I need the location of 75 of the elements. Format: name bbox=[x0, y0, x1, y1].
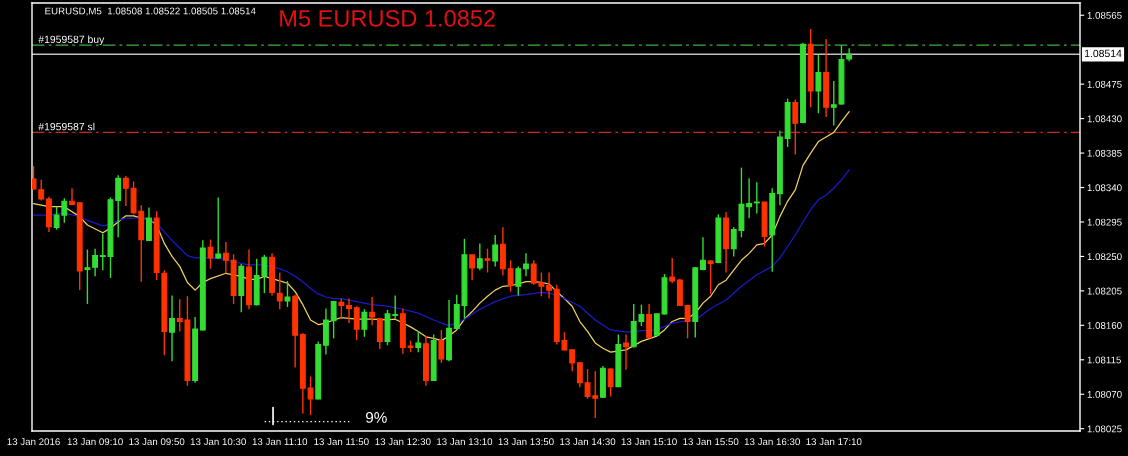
candlestick bbox=[92, 248, 99, 278]
candlestick bbox=[607, 367, 614, 398]
y-tick-label: 1.08025 bbox=[1087, 425, 1122, 433]
candlestick bbox=[507, 259, 514, 293]
candlestick bbox=[469, 254, 476, 281]
candlestick bbox=[276, 271, 283, 310]
x-tick-label: 13 Jan 10:30 bbox=[190, 438, 246, 446]
candlestick bbox=[415, 330, 422, 353]
candlestick bbox=[753, 181, 760, 215]
y-tick-label: 1.08565 bbox=[1087, 11, 1122, 19]
x-tick-label: 13 Jan 14:30 bbox=[560, 438, 616, 446]
chart-title: M5 EURUSD 1.0852 bbox=[280, 10, 495, 27]
x-tick-label: 13 Jan 2016 bbox=[7, 438, 60, 446]
candlestick bbox=[646, 303, 653, 340]
candlestick bbox=[623, 333, 629, 371]
y-tick-label: 1.08070 bbox=[1087, 390, 1122, 398]
y-tick-label: 1.08340 bbox=[1087, 184, 1122, 192]
candlestick bbox=[684, 303, 691, 340]
y-tick-label: 1.08295 bbox=[1087, 218, 1122, 226]
candlestick bbox=[361, 308, 368, 338]
ref-line-label: 1.08514 bbox=[1084, 49, 1122, 58]
candlestick bbox=[369, 296, 376, 327]
y-tick-label: 1.08160 bbox=[1087, 322, 1122, 329]
x-tick-label: 13 Jan 15:50 bbox=[683, 438, 739, 446]
x-tick-label: 13 Jan 09:10 bbox=[67, 438, 123, 446]
x-tick-label: 13 Jan 11:10 bbox=[252, 438, 308, 446]
candlestick bbox=[569, 349, 576, 372]
x-tick-label: 13 Jan 12:30 bbox=[375, 438, 431, 446]
candlestick bbox=[69, 187, 75, 206]
candlestick bbox=[330, 300, 337, 340]
x-tick-label: 13 Jan 13:50 bbox=[498, 438, 554, 446]
x-tick-label: 13 Jan 11:50 bbox=[314, 438, 369, 446]
candlestick bbox=[476, 242, 483, 271]
candlestick bbox=[746, 177, 753, 219]
line-series bbox=[32, 169, 850, 333]
annotation: EURUSD,M5 1.08508 1.08522 1.08505 1.08514 bbox=[45, 7, 256, 16]
candlestick bbox=[222, 241, 229, 274]
candlestick bbox=[492, 234, 499, 268]
y-tick-label: 1.08475 bbox=[1087, 80, 1122, 88]
candlestick bbox=[707, 259, 714, 295]
candlestick bbox=[307, 375, 314, 416]
x-tick-label: 13 Jan 17:10 bbox=[806, 438, 862, 446]
y-tick-label: 1.08250 bbox=[1087, 253, 1122, 261]
candlestick bbox=[84, 248, 91, 305]
y-tick-label: 1.08115 bbox=[1087, 356, 1121, 364]
x-tick-label: 13 Jan 16:30 bbox=[744, 438, 800, 446]
candlestick bbox=[792, 98, 799, 156]
candlestick bbox=[523, 252, 529, 278]
candlestick bbox=[122, 175, 129, 207]
candlestick bbox=[146, 206, 152, 242]
candlestick bbox=[346, 297, 352, 324]
ref-line-label: #1959587 buy bbox=[38, 35, 105, 46]
candlestick bbox=[576, 362, 583, 389]
candlestick bbox=[815, 54, 822, 114]
x-tick-label: 13 Jan 15:10 bbox=[621, 438, 677, 446]
x-tick-label: 13 Jan 09:50 bbox=[129, 438, 185, 446]
candlestick bbox=[284, 280, 291, 308]
candlestick bbox=[515, 265, 522, 297]
candlestick bbox=[376, 316, 383, 350]
candlestick bbox=[438, 329, 445, 364]
ref-line-label: #1959587 sl bbox=[38, 122, 95, 131]
annotation: 9% bbox=[365, 412, 387, 423]
candlestick bbox=[353, 305, 360, 341]
candlestick bbox=[169, 294, 175, 363]
y-tick-label: 1.08385 bbox=[1087, 149, 1122, 157]
y-tick-label: 1.08205 bbox=[1087, 287, 1122, 295]
y-tick-label: 1.08430 bbox=[1087, 115, 1122, 123]
candlestick bbox=[546, 271, 553, 300]
x-tick-label: 13 Jan 13:10 bbox=[437, 438, 493, 446]
candlestick bbox=[669, 257, 676, 284]
candlestick bbox=[338, 297, 345, 320]
candlestick bbox=[207, 238, 214, 270]
candlestick bbox=[215, 196, 222, 260]
candlestick bbox=[484, 248, 491, 274]
candlestick bbox=[700, 236, 706, 271]
